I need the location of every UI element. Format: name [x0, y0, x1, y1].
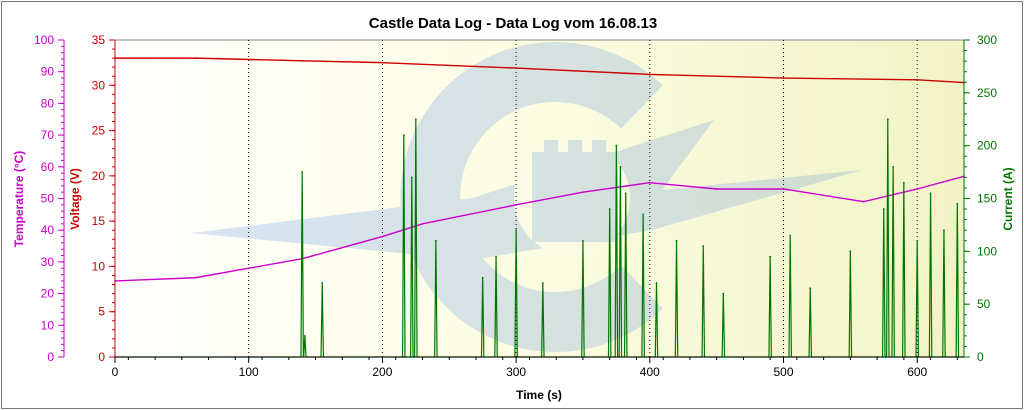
current-point — [882, 208, 885, 210]
current-point — [675, 239, 678, 242]
current-point — [301, 171, 304, 173]
voltage-tick-label: 20 — [92, 169, 106, 183]
temperature-point — [421, 222, 424, 225]
temperature-tick-label: 60 — [41, 160, 55, 174]
temperature-point — [862, 200, 865, 203]
temperature-tick-label: 30 — [41, 255, 55, 269]
current-point — [410, 176, 413, 179]
current-tick-label: 150 — [977, 192, 997, 206]
current-point — [849, 250, 852, 253]
x-tick-label: 400 — [640, 365, 660, 379]
voltage-point — [301, 59, 304, 62]
current-point — [769, 255, 772, 258]
current-point — [929, 192, 932, 195]
plot-area — [114, 39, 965, 358]
voltage-point — [648, 73, 651, 76]
axes-layer: 0 100 200 300 400 500 600010203040506070809010… — [34, 33, 997, 379]
current-tick-label: 100 — [977, 244, 997, 258]
voltage-tick-label: 25 — [92, 124, 106, 138]
temperature-tick-label: 100 — [34, 33, 54, 47]
current-point — [495, 255, 497, 258]
temperature-tick-label: 90 — [41, 65, 55, 79]
current-point — [481, 276, 484, 279]
current-point — [515, 229, 518, 232]
current-point — [582, 239, 584, 242]
current-point — [943, 229, 945, 232]
temperature-point — [648, 181, 651, 184]
current-point — [789, 234, 792, 237]
castle-logo-watermark — [192, 42, 862, 352]
chart-title: Castle Data Log - Data Log vom 16.08.13 — [369, 15, 657, 32]
temperature-point — [194, 276, 197, 279]
temperature-line — [114, 175, 965, 282]
temperature-tick-label: 10 — [41, 318, 55, 332]
voltage-tick-label: 15 — [92, 214, 106, 228]
current-point — [615, 144, 618, 147]
current-point — [303, 334, 306, 337]
temperature-point — [782, 188, 785, 190]
temperature-point — [515, 203, 518, 206]
current-point — [892, 165, 895, 168]
temperature-point — [247, 267, 250, 270]
x-tick-label: 300 — [506, 365, 526, 379]
x-tick-label: 200 — [372, 365, 392, 379]
current-point — [722, 292, 725, 295]
x-tick-label: 600 — [907, 365, 927, 379]
current-point — [619, 165, 622, 168]
current-tick-label: 200 — [977, 139, 997, 153]
current-point — [902, 181, 905, 184]
current-point — [956, 202, 959, 205]
temperature-tick-label: 80 — [41, 96, 55, 110]
current-point — [809, 287, 812, 290]
current-axis-label: Current (A) — [1001, 167, 1015, 230]
current-tick-label: 50 — [977, 297, 991, 311]
x-tick-label: 100 — [239, 365, 259, 379]
x-axis-label: Time (s) — [516, 388, 562, 402]
current-tick-label: 250 — [977, 86, 997, 100]
current-point — [624, 192, 627, 195]
current-point — [434, 239, 437, 242]
temperature-tick-label: 0 — [47, 350, 54, 364]
voltage-point — [782, 77, 785, 79]
current-point — [702, 245, 705, 247]
temperature-tick-label: 70 — [41, 128, 55, 142]
x-tick-label: 0 — [112, 365, 119, 379]
voltage-axis-label: Voltage (V) — [68, 168, 82, 230]
voltage-point — [916, 78, 919, 81]
current-point — [642, 213, 645, 216]
voltage-tick-label: 0 — [98, 350, 105, 364]
temperature-point — [381, 235, 384, 238]
current-point — [414, 118, 417, 121]
temperature-point — [582, 191, 584, 194]
voltage-tick-label: 5 — [98, 305, 105, 319]
voltage-tick-label: 30 — [92, 78, 106, 92]
temperature-tick-label: 50 — [41, 192, 55, 206]
vertical-grid-lines — [248, 40, 918, 357]
temperature-tick-label: 40 — [41, 223, 55, 237]
current-point — [655, 282, 658, 284]
x-tick-label: 500 — [773, 365, 793, 379]
temperature-point — [916, 188, 919, 190]
voltage-tick-label: 35 — [92, 33, 106, 47]
current-tick-label: 300 — [977, 33, 997, 47]
current-point — [541, 282, 544, 284]
temperature-axis-label: Temperature (°C) — [12, 151, 26, 248]
voltage-point — [381, 61, 384, 64]
voltage-point — [194, 57, 197, 60]
current-tick-label: 0 — [977, 350, 984, 364]
voltage-point — [515, 67, 518, 69]
current-point — [886, 118, 889, 121]
temperature-point — [715, 188, 718, 190]
current-point — [916, 239, 919, 242]
temperature-tick-label: 20 — [41, 287, 55, 301]
current-point — [321, 282, 324, 284]
current-point — [608, 208, 611, 210]
voltage-tick-label: 10 — [92, 259, 106, 273]
current-point — [402, 134, 405, 137]
